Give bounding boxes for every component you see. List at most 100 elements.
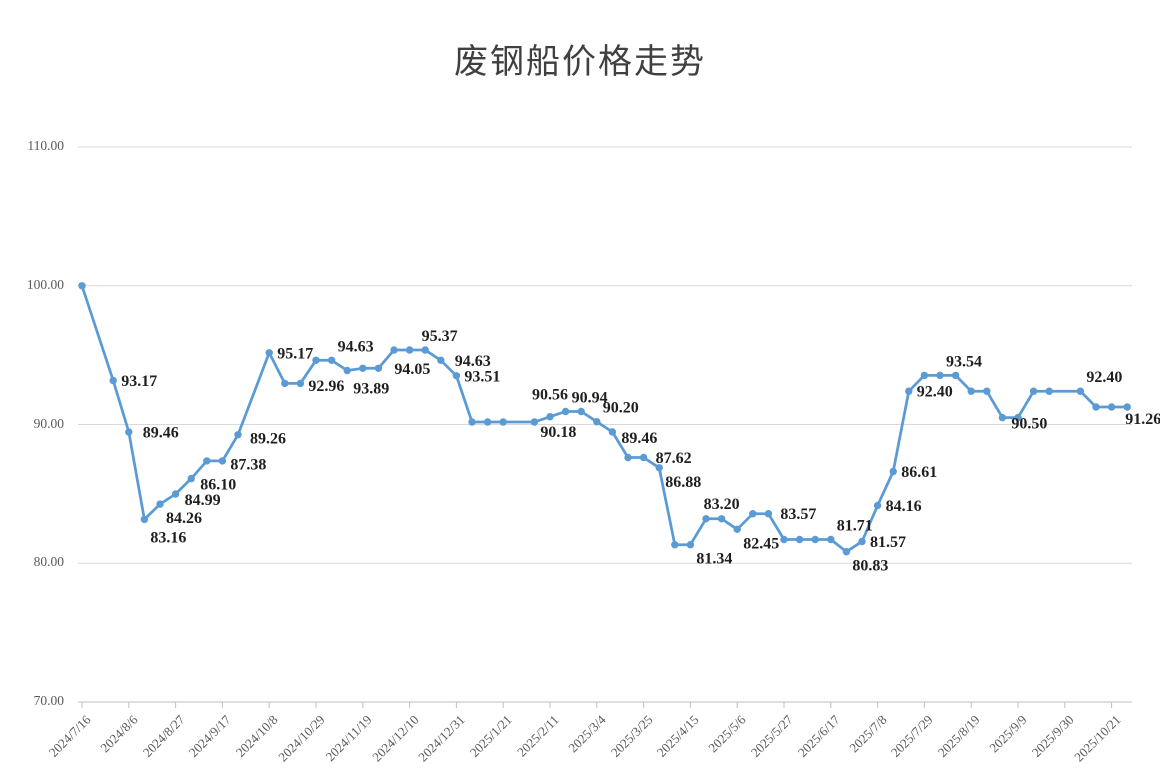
data-point-marker xyxy=(873,501,882,510)
data-point-label: 90.94 xyxy=(572,390,608,407)
data-point-label: 90.20 xyxy=(603,400,639,417)
data-point-marker xyxy=(312,356,320,364)
data-point-marker xyxy=(1029,387,1038,395)
data-point-label: 90.50 xyxy=(1011,416,1047,433)
data-point-marker xyxy=(686,541,695,549)
data-point-marker xyxy=(390,346,398,354)
data-point-marker xyxy=(203,457,211,465)
data-point-label: 94.05 xyxy=(394,361,430,378)
y-axis-label: 110.00 xyxy=(27,138,64,153)
data-point-label: 95.17 xyxy=(277,345,313,362)
data-point-label: 87.62 xyxy=(656,450,692,467)
data-point-marker xyxy=(1076,387,1085,395)
data-point-marker xyxy=(655,464,663,472)
data-point-label: 90.18 xyxy=(540,424,576,441)
data-point-label: 89.26 xyxy=(250,430,286,447)
data-point-marker xyxy=(951,371,960,380)
y-axis-label: 80.00 xyxy=(33,554,64,570)
data-point-marker xyxy=(1123,403,1131,411)
data-point-markers xyxy=(78,282,1131,556)
data-point-marker xyxy=(1092,403,1100,411)
data-point-marker xyxy=(140,515,149,524)
data-point-marker xyxy=(889,467,897,476)
data-point-label: 86.61 xyxy=(901,464,937,481)
data-point-marker xyxy=(608,428,617,436)
data-point-marker xyxy=(983,387,991,395)
data-point-marker xyxy=(546,413,554,421)
data-point-label: 84.16 xyxy=(886,498,922,515)
data-point-marker xyxy=(125,428,133,436)
data-point-marker xyxy=(1014,413,1022,422)
data-point-marker xyxy=(780,535,788,544)
data-point-marker xyxy=(842,548,851,556)
data-point-marker xyxy=(327,356,336,364)
data-point-marker xyxy=(468,418,476,426)
data-point-marker xyxy=(749,510,757,518)
data-point-label: 80.83 xyxy=(852,558,888,575)
data-point-label: 81.57 xyxy=(870,534,906,551)
data-point-marker xyxy=(374,364,383,372)
data-point-label: 93.17 xyxy=(121,373,157,390)
data-point-label: 95.37 xyxy=(422,328,458,345)
data-point-marker xyxy=(858,537,866,546)
data-point-marker xyxy=(187,474,195,483)
data-point-label: 83.20 xyxy=(704,496,740,513)
data-point-marker xyxy=(499,418,507,426)
data-point-marker xyxy=(234,431,242,439)
data-point-marker xyxy=(764,510,773,518)
data-point-marker xyxy=(936,371,944,380)
data-point-marker xyxy=(359,364,367,372)
data-point-marker xyxy=(78,282,86,290)
data-point-label: 87.38 xyxy=(230,456,266,473)
data-point-label: 93.51 xyxy=(464,368,500,385)
data-point-marker xyxy=(421,346,429,354)
data-point-marker xyxy=(156,500,164,508)
data-point-label: 84.26 xyxy=(166,510,202,527)
data-point-label: 86.10 xyxy=(200,477,236,494)
data-point-marker xyxy=(343,366,351,375)
data-point-label: 89.46 xyxy=(143,425,179,442)
y-axis-label: 70.00 xyxy=(33,693,64,708)
data-point-label: 81.71 xyxy=(837,518,873,535)
data-point-marker xyxy=(561,407,570,416)
data-point-marker xyxy=(577,407,585,416)
data-point-label: 92.40 xyxy=(917,384,953,401)
data-point-marker xyxy=(593,418,601,426)
data-point-label: 86.88 xyxy=(665,474,701,491)
data-point-marker xyxy=(967,387,975,395)
data-point-marker xyxy=(811,535,819,544)
data-point-marker xyxy=(483,418,492,426)
data-point-marker xyxy=(920,371,929,380)
data-point-marker xyxy=(405,346,414,354)
data-point-marker xyxy=(452,372,461,380)
y-axis-label: 90.00 xyxy=(33,415,64,431)
data-point-label: 83.16 xyxy=(150,529,186,546)
data-point-marker xyxy=(1045,387,1053,395)
data-point-marker xyxy=(827,535,835,544)
data-point-marker xyxy=(702,515,710,523)
data-point-marker xyxy=(905,387,913,395)
data-point-marker xyxy=(109,376,117,385)
data-point-marker xyxy=(437,356,445,364)
data-point-label: 92.40 xyxy=(1086,369,1122,386)
data-point-marker xyxy=(530,418,539,426)
axis-ticks xyxy=(81,702,1113,708)
data-point-label: 81.34 xyxy=(696,551,732,568)
data-point-label: 94.63 xyxy=(338,338,374,355)
data-point-marker xyxy=(265,349,273,357)
data-point-marker xyxy=(639,453,648,462)
data-point-marker xyxy=(1107,403,1116,411)
data-point-label: 83.57 xyxy=(780,506,816,523)
data-point-label: 91.26 xyxy=(1125,411,1160,428)
data-point-marker xyxy=(624,453,632,462)
price-line-series xyxy=(80,284,1129,554)
data-point-label: 90.56 xyxy=(532,387,568,404)
data-point-label: 93.89 xyxy=(353,381,389,398)
data-point-marker xyxy=(218,457,227,465)
gridlines xyxy=(78,146,1132,703)
data-point-marker xyxy=(671,541,679,549)
data-point-label: 89.46 xyxy=(621,430,657,447)
